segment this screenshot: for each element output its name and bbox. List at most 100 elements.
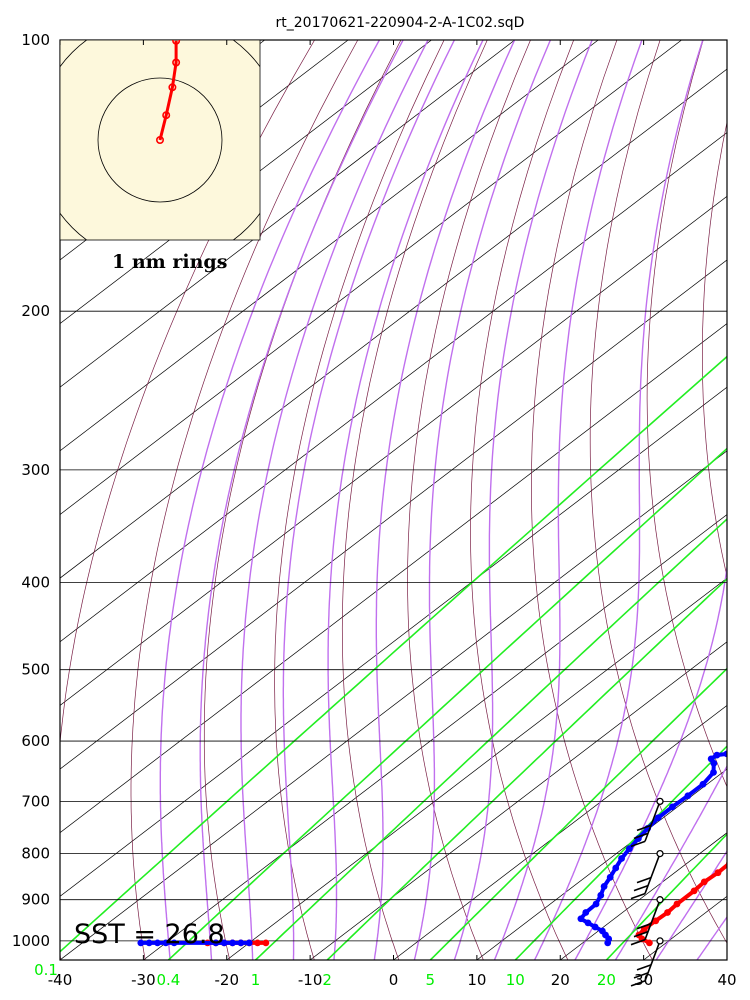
x-tick-label: 30 (634, 971, 653, 989)
y-tick-label: 100 (21, 31, 50, 49)
y-tick-label: 400 (21, 573, 50, 591)
wind-barb-flag (630, 938, 646, 946)
wind-barb-staff (644, 801, 661, 842)
sounding-point (229, 939, 236, 947)
y-axis-ticks: 100 200 300 400 500 600 700 800 900 1000 (12, 31, 50, 950)
isotherm-line (476, 768, 727, 960)
isotherm-line (60, 195, 727, 706)
mixing-ratio-label: 2 (322, 971, 332, 989)
isotherm-line (393, 704, 727, 960)
isotherm-line (60, 40, 516, 388)
x-tick-label: 40 (717, 971, 736, 989)
mixing-ratio-line (514, 745, 727, 960)
wind-barb-station (656, 797, 664, 806)
x-tick-label: 0 (389, 971, 399, 989)
y-tick-label: 600 (21, 732, 50, 750)
dry-adiabat-line (60, 40, 315, 960)
sounding-point (664, 909, 671, 916)
hodograph-point (162, 111, 171, 120)
sounding-point (254, 939, 261, 947)
sounding-point (690, 887, 698, 895)
y-tick-label: 800 (21, 845, 50, 863)
wind-barb-staff (644, 940, 661, 982)
sounding-point (673, 900, 681, 908)
wind-barb-flag (630, 892, 646, 900)
wind-barb-flag (633, 930, 649, 938)
dry-adiabat-line (130, 40, 359, 960)
sounding-point (606, 873, 614, 881)
isotherm-line (60, 259, 727, 770)
mixing-ratio-label: 0.1 (34, 961, 58, 979)
mixing-ratio-label: 0.4 (156, 971, 180, 989)
y-tick-label: 300 (21, 461, 50, 479)
sounding-point (739, 850, 746, 857)
dry-adiabat-line (646, 40, 727, 788)
sounding-point (710, 768, 717, 776)
moist-adiabat-line (453, 40, 593, 960)
moist-adiabat-line (282, 40, 456, 960)
dry-adiabat-line (407, 40, 531, 960)
x-tick-label: 10 (467, 971, 486, 989)
x-tick-label: -20 (215, 971, 240, 989)
wind-barb-station (656, 896, 664, 904)
wind-barb-flag (630, 840, 646, 848)
mixing-ratio-label: 20 (597, 971, 616, 989)
hodograph-point (172, 40, 181, 45)
x-tick-label: 20 (551, 971, 570, 989)
y-tick-label: 900 (21, 891, 50, 909)
isotherm-line (726, 959, 727, 960)
isotherm-line (60, 68, 727, 579)
wind-barb-flag (636, 922, 652, 930)
sounding-point (597, 891, 605, 899)
wind-barb-staff (644, 853, 661, 894)
isotherm-line (60, 40, 682, 515)
sounding-point (612, 864, 620, 872)
mixing-ratio-line (254, 517, 727, 960)
y-tick-label: 700 (21, 792, 50, 810)
moist-adiabat-line (533, 40, 704, 960)
sounding-point (713, 751, 721, 759)
isotherm-line (60, 323, 727, 834)
dry-adiabat-line (274, 40, 445, 960)
mixing-ratio-label: 5 (426, 971, 436, 989)
sounding-point (591, 923, 599, 931)
mixing-ratio-label: 10 (506, 971, 525, 989)
sounding-point (684, 792, 692, 800)
y-tick-label: 1000 (12, 932, 50, 950)
sounding-point (577, 915, 585, 923)
sounding-point (584, 919, 592, 927)
sounding-point (245, 939, 253, 947)
wind-barb-flag (636, 876, 652, 884)
isotherm-line (309, 641, 727, 960)
sounding-point (237, 939, 245, 947)
moist-adiabat-line (373, 40, 516, 960)
dry-adiabat-line (341, 40, 488, 960)
mixing-ratio-line (60, 355, 727, 953)
y-tick-label: 500 (21, 661, 50, 679)
sounding-point (220, 939, 228, 947)
sounding-point (707, 755, 715, 763)
wind-barb-staff (644, 899, 661, 940)
moist-adiabat-line (199, 40, 404, 960)
mixing-ratio-labels: 0.1 0.4 1 2 5 10 20 (34, 961, 616, 989)
moist-adiabat-line (159, 40, 381, 960)
sounding-point (262, 939, 270, 947)
mixing-ratio-label: 1 (251, 971, 261, 989)
hodograph-point (172, 58, 181, 67)
x-tick-label: -10 (298, 971, 323, 989)
moist-adiabat-line (574, 562, 727, 960)
moist-adiabat-line (696, 915, 727, 960)
isotherm-line (60, 132, 727, 643)
sounding-point (625, 845, 633, 853)
mixing-ratio-line (605, 833, 727, 960)
sst-annotation: SST = 26.8 (74, 919, 225, 950)
sounding-point (618, 855, 625, 862)
sounding-point (723, 750, 727, 758)
isotherm-line (60, 40, 599, 452)
x-tick-label: -30 (131, 971, 156, 989)
hodograph-inset: 1 nm rings (59, 39, 261, 273)
wind-barb (630, 937, 664, 987)
sounding-point (162, 939, 170, 947)
sounding-point (654, 814, 662, 822)
